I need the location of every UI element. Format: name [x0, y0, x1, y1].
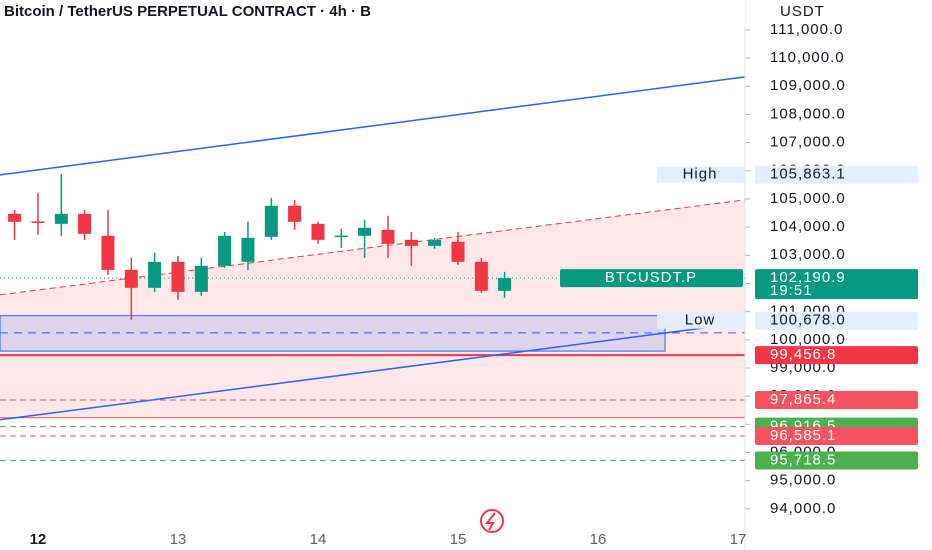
x-tick-label: 17 — [730, 531, 747, 548]
logo — [480, 509, 504, 533]
marker-badge-label: 105,863.1 — [770, 166, 846, 183]
marker-badge — [755, 165, 918, 184]
y-tick-label: 104,000.0 — [770, 218, 846, 235]
y-tick-label: 107,000.0 — [770, 134, 846, 151]
candle-body — [124, 269, 138, 288]
candle-body — [334, 235, 348, 238]
currency: USDT — [780, 3, 825, 20]
y-tick-label: 105,000.0 — [770, 190, 846, 207]
candle-body — [218, 235, 232, 266]
x-tick-label: 15 — [450, 531, 467, 548]
chart-title: Bitcoin / TetherUS PERPETUAL CONTRACT · … — [4, 3, 371, 20]
level-badge — [755, 346, 918, 365]
candle-body — [31, 221, 45, 223]
level-badge-label: 95,718.5 — [770, 451, 836, 468]
marker-label: Low — [685, 312, 716, 329]
x-tick-label: 16 — [590, 531, 607, 548]
symbol-label: BTCUSDT.P — [605, 269, 697, 286]
level-badge — [755, 427, 918, 446]
level-badge-label: 96,585.1 — [770, 427, 836, 444]
last-price-badge — [755, 269, 918, 300]
y-tick-label: 94,000.0 — [770, 500, 836, 517]
level-badge-label: 97,865.4 — [770, 391, 836, 408]
y-tick-label: 109,000.0 — [770, 77, 846, 94]
target-line — [0, 199, 746, 296]
y-tick-label: 108,000.0 — [770, 105, 846, 122]
candle-body — [358, 227, 372, 236]
zone — [0, 315, 666, 352]
candle-body — [381, 229, 395, 244]
last-price-label: 102,190.9 — [770, 269, 846, 286]
marker-tag — [657, 166, 745, 183]
price-axis: 94,000.095,000.096,000.097,000.098,000.0… — [745, 21, 918, 517]
candle-body — [78, 213, 92, 234]
candle-body — [264, 205, 278, 237]
level-badge-label: 99,456.8 — [770, 346, 836, 363]
level-badge — [755, 390, 918, 409]
candle-body — [171, 261, 185, 292]
candle-body — [101, 235, 115, 270]
x-tick-label: 13 — [170, 531, 187, 548]
plot: High Low BTCUSDT.P — [0, 76, 746, 461]
candle-body — [451, 241, 465, 262]
marker-badge-label: 100,678.0 — [770, 312, 846, 329]
x-tick-label: 12 — [30, 531, 47, 548]
title-bg — [0, 0, 745, 24]
candle-body — [288, 205, 302, 222]
candle-body — [8, 213, 22, 222]
candle-body — [404, 239, 418, 246]
channel-line — [0, 325, 721, 421]
channel-line — [0, 76, 746, 176]
marker-label: High — [683, 166, 718, 183]
x-tick-label: 14 — [310, 531, 327, 548]
countdown: 19:51 — [770, 282, 813, 299]
y-tick-label: 95,000.0 — [770, 472, 836, 489]
y-tick-label: 103,000.0 — [770, 246, 846, 263]
y-tick-label: 100,000.0 — [770, 331, 846, 348]
candle-body — [311, 223, 325, 240]
symbol-tag — [560, 269, 743, 288]
candle-body — [498, 278, 512, 291]
target-area — [0, 199, 745, 418]
candle-body — [148, 261, 162, 288]
y-tick-label: 111,000.0 — [770, 21, 844, 38]
y-tick-label: 110,000.0 — [770, 49, 845, 66]
marker-badge — [755, 311, 918, 330]
candle-body — [194, 265, 208, 292]
candle-body — [241, 237, 255, 262]
candle-body — [474, 261, 488, 291]
marker-tag — [657, 312, 745, 329]
level-badge — [755, 451, 918, 470]
candle-body — [428, 239, 442, 246]
candle-body — [54, 213, 68, 224]
